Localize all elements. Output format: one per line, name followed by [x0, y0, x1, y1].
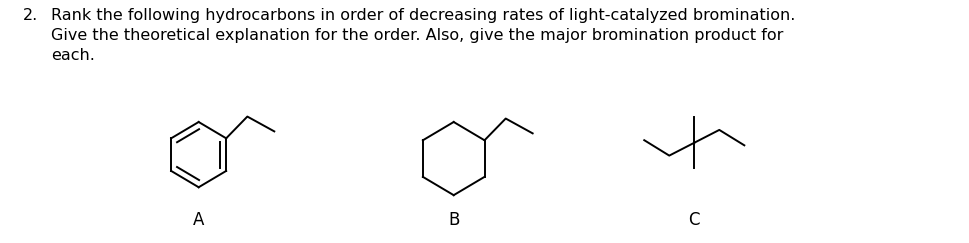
- Text: 2.: 2.: [22, 8, 38, 23]
- Text: B: B: [448, 211, 459, 229]
- Text: Rank the following hydrocarbons in order of decreasing rates of light-catalyzed : Rank the following hydrocarbons in order…: [51, 8, 796, 23]
- Text: Give the theoretical explanation for the order. Also, give the major bromination: Give the theoretical explanation for the…: [51, 28, 784, 43]
- Text: each.: each.: [51, 48, 95, 63]
- Text: C: C: [689, 211, 700, 229]
- Text: A: A: [193, 211, 204, 229]
